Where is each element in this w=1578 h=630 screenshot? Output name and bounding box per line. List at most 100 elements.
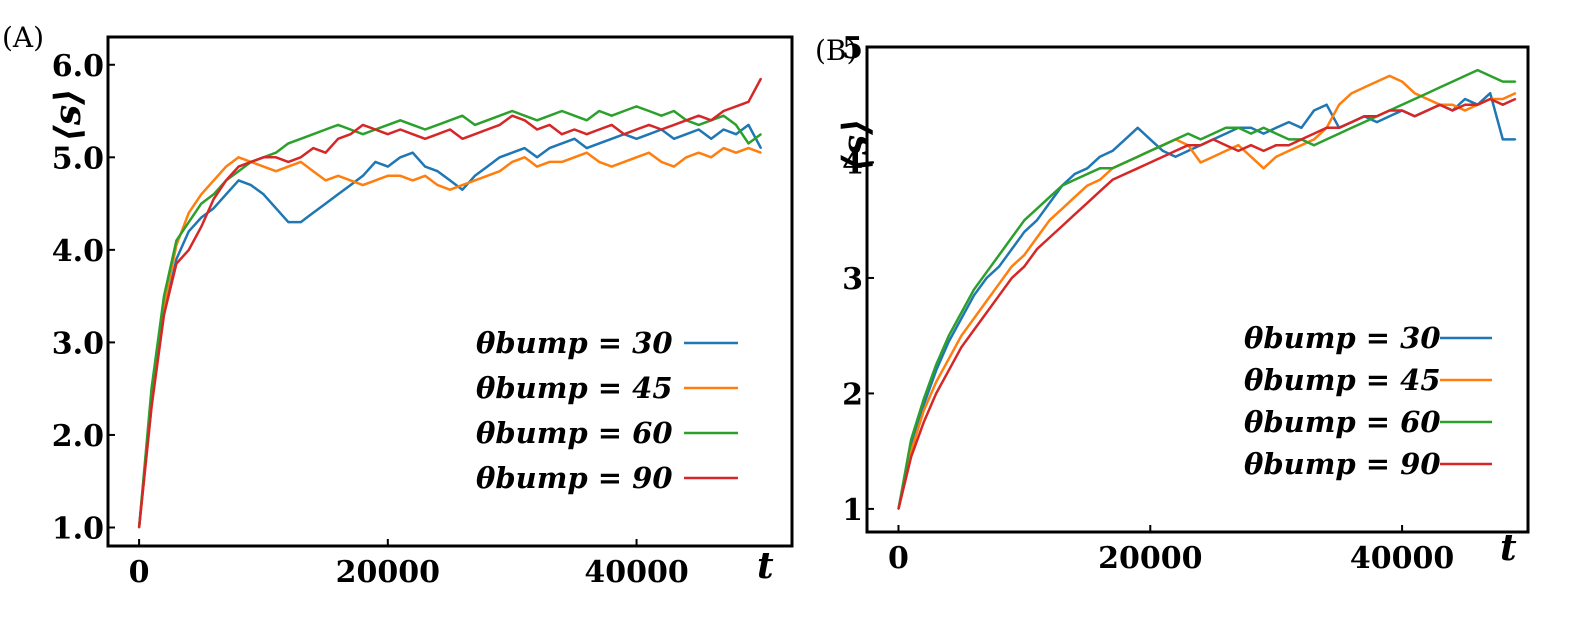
panel-label-b: (B) <box>815 34 857 67</box>
data-point <box>910 456 912 458</box>
data-point <box>1086 173 1089 175</box>
data-point <box>922 409 925 412</box>
data-point <box>1388 75 1391 77</box>
data-point <box>697 151 700 154</box>
data-point <box>486 165 489 168</box>
data-point <box>1426 98 1429 100</box>
data-point <box>399 156 402 159</box>
data-point <box>498 170 501 173</box>
data-point <box>374 128 377 131</box>
data-point <box>985 300 988 302</box>
data-point <box>1350 126 1353 129</box>
data-point <box>1501 98 1504 100</box>
data-point <box>275 156 277 159</box>
legend-label-1: θbump = 30 <box>476 326 673 360</box>
data-point <box>1514 138 1517 141</box>
data-point <box>1010 277 1013 279</box>
data-point <box>573 114 576 117</box>
data-point <box>1476 69 1479 71</box>
data-point <box>1111 167 1114 170</box>
data-point <box>1061 207 1064 210</box>
data-point <box>1048 196 1051 199</box>
data-point <box>685 119 688 122</box>
data-point <box>1036 207 1038 210</box>
data-point <box>511 161 514 163</box>
data-point <box>1199 144 1202 147</box>
data-point <box>424 128 426 131</box>
data-point <box>1124 173 1126 175</box>
y-axis-label-a: ⟨s⟩ <box>47 88 89 141</box>
ticks-a: 0 20000 40000 1.0 2.0 3.0 4.0 5.0 6.0 <box>52 49 689 590</box>
y-tick-label: 5 <box>842 31 863 66</box>
data-point <box>1250 126 1252 129</box>
data-point <box>760 133 762 136</box>
data-point <box>461 184 464 187</box>
legend-label-1: θbump = 30 <box>1244 321 1441 355</box>
data-point <box>1287 138 1290 141</box>
data-point <box>1250 144 1252 147</box>
data-point <box>536 165 538 168</box>
data-point <box>287 142 290 145</box>
data-point <box>411 124 414 126</box>
data-point <box>1149 150 1152 152</box>
data-point <box>1162 155 1164 158</box>
data-point <box>648 110 650 112</box>
data-point <box>225 193 228 196</box>
data-point <box>349 133 352 136</box>
data-point <box>1111 178 1114 181</box>
data-point <box>1388 115 1391 118</box>
panel-label-a: (A) <box>2 21 44 54</box>
data-point <box>337 137 339 140</box>
series-line-3 <box>897 68 1516 510</box>
data-point <box>673 137 675 140</box>
data-point <box>735 124 737 126</box>
data-point <box>1086 184 1089 187</box>
data-point <box>685 133 688 136</box>
data-point <box>399 128 402 131</box>
data-point <box>1439 103 1441 106</box>
data-point <box>262 165 265 168</box>
data-point <box>1010 236 1013 239</box>
series-group-a <box>137 77 763 529</box>
data-point <box>760 77 762 80</box>
data-point <box>374 161 377 163</box>
data-point <box>237 179 240 182</box>
data-point <box>1262 150 1265 152</box>
data-point <box>561 161 563 163</box>
data-point <box>498 114 501 117</box>
data-point <box>1199 138 1202 141</box>
data-point <box>187 221 190 224</box>
data-point <box>411 151 414 154</box>
data-point <box>1363 121 1366 123</box>
data-point <box>635 156 638 159</box>
data-point <box>200 193 203 196</box>
data-point <box>411 179 414 182</box>
data-point <box>474 174 476 177</box>
data-point <box>461 137 464 140</box>
legend-label-3: θbump = 60 <box>476 416 673 450</box>
data-point <box>250 161 252 163</box>
data-point <box>610 114 613 117</box>
data-point <box>673 124 675 126</box>
data-point <box>1338 126 1340 129</box>
data-point <box>200 202 203 205</box>
data-point <box>324 179 327 182</box>
data-point <box>1501 138 1504 141</box>
data-point <box>275 207 277 210</box>
data-point <box>697 114 700 117</box>
data-point <box>1514 80 1517 83</box>
data-point <box>287 161 290 163</box>
data-point <box>411 133 414 136</box>
data-point <box>1237 126 1240 129</box>
data-point <box>299 161 302 163</box>
data-point <box>299 137 302 140</box>
data-point <box>511 110 514 112</box>
data-point <box>237 156 240 159</box>
data-point <box>1426 109 1429 112</box>
data-point <box>1224 150 1227 152</box>
data-point <box>474 133 476 136</box>
plot-frame-a <box>106 35 794 548</box>
data-point <box>561 110 563 112</box>
data-point <box>598 142 601 145</box>
